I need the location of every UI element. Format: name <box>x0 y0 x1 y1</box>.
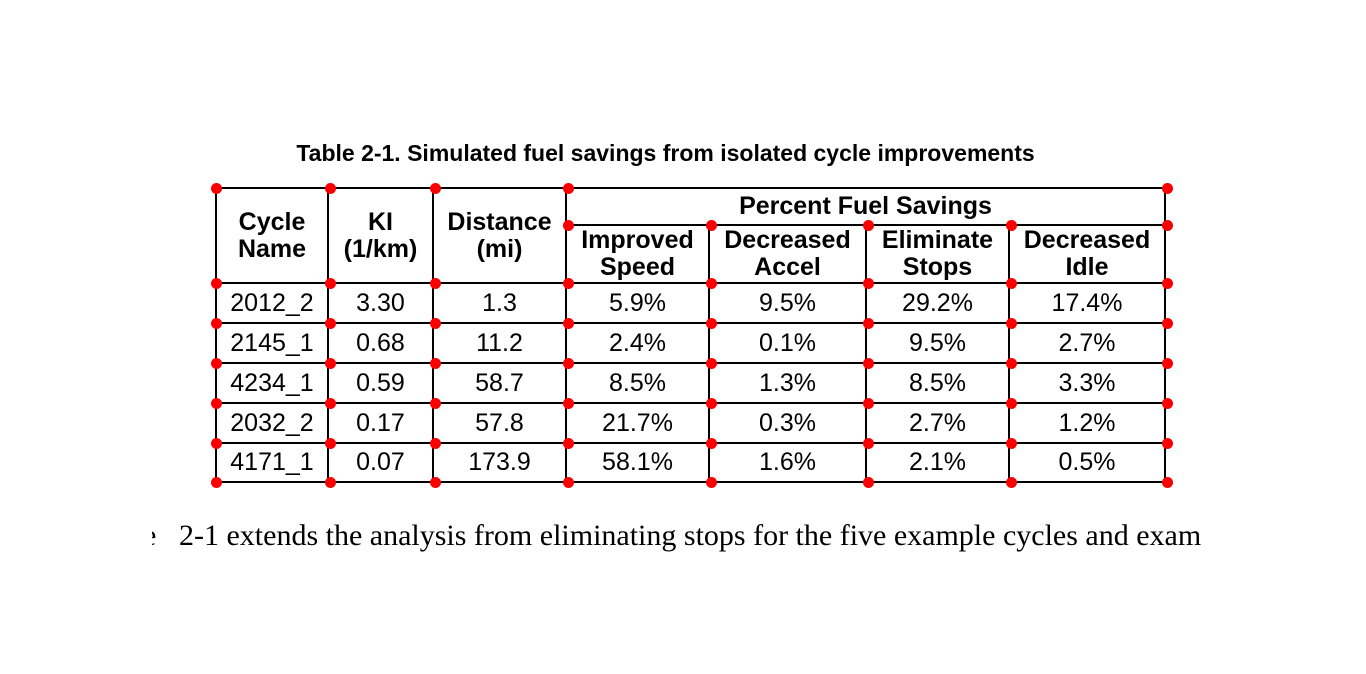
cell-improved-speed: 58.1% <box>565 442 710 483</box>
table-row: 2032_2 0.17 57.8 21.7% 0.3% 2.7% 1.2% <box>215 402 1166 444</box>
cell-distance: 173.9 <box>432 442 567 483</box>
cell-ki: 0.07 <box>327 442 434 483</box>
cell-decreased-accel: 0.3% <box>708 402 867 444</box>
cell-eliminate-stops: 29.2% <box>865 282 1010 324</box>
cell-decreased-idle: 0.5% <box>1008 442 1166 483</box>
cell-improved-speed: 5.9% <box>565 282 710 324</box>
cell-decreased-idle: 1.2% <box>1008 402 1166 444</box>
cell-cycle-name: 4171_1 <box>215 442 329 483</box>
cell-distance: 1.3 <box>432 282 567 324</box>
cell-decreased-idle: 2.7% <box>1008 322 1166 364</box>
cell-improved-speed: 21.7% <box>565 402 710 444</box>
cell-improved-speed: 8.5% <box>565 362 710 404</box>
col-header-decreased-accel: Decreased Accel <box>708 224 867 284</box>
cell-ki: 3.30 <box>327 282 434 324</box>
table-row: 4234_1 0.59 58.7 8.5% 1.3% 8.5% 3.3% <box>215 362 1166 404</box>
col-header-improved-speed: Improved Speed <box>565 224 710 284</box>
table-caption: Table 2-1. Simulated fuel savings from i… <box>296 140 1035 166</box>
cell-cycle-name: 2032_2 <box>215 402 329 444</box>
col-header-ki: KI (1/km) <box>327 187 434 284</box>
cell-eliminate-stops: 2.7% <box>865 402 1010 444</box>
cell-eliminate-stops: 2.1% <box>865 442 1010 483</box>
col-header-cycle-name: Cycle Name <box>215 187 329 284</box>
cell-distance: 58.7 <box>432 362 567 404</box>
table-row: 2012_2 3.30 1.3 5.9% 9.5% 29.2% 17.4% <box>215 282 1166 324</box>
cell-distance: 57.8 <box>432 402 567 444</box>
col-header-eliminate-stops: Eliminate Stops <box>865 224 1010 284</box>
cell-decreased-accel: 1.3% <box>708 362 867 404</box>
cell-cycle-name: 2145_1 <box>215 322 329 364</box>
cell-improved-speed: 2.4% <box>565 322 710 364</box>
cell-decreased-idle: 3.3% <box>1008 362 1166 404</box>
cell-decreased-accel: 0.1% <box>708 322 867 364</box>
table-row: 2145_1 0.68 11.2 2.4% 0.1% 9.5% 2.7% <box>215 322 1166 364</box>
cell-distance: 11.2 <box>432 322 567 364</box>
body-text: 2-1 extends the analysis from eliminatin… <box>179 519 1202 552</box>
header-row-sub: Improved Speed Decreased Accel Eliminate… <box>216 224 1166 284</box>
col-header-distance: Distance (mi) <box>432 187 567 284</box>
cell-cycle-name: 4234_1 <box>215 362 329 404</box>
col-header-percent-fuel-savings: Percent Fuel Savings <box>565 187 1166 226</box>
clipped-character: e <box>152 517 158 555</box>
table-row: 4171_1 0.07 173.9 58.1% 1.6% 2.1% 0.5% <box>215 442 1166 483</box>
fuel-savings-table: Cycle Name KI (1/km) Distance (mi) Perce… <box>215 187 1166 483</box>
body-text-line: e 2-1 extends the analysis from eliminati… <box>152 517 1201 555</box>
header-row-group: Cycle Name KI (1/km) Distance (mi) Perce… <box>215 187 1166 284</box>
cell-decreased-accel: 9.5% <box>708 282 867 324</box>
cell-cycle-name: 2012_2 <box>215 282 329 324</box>
cell-ki: 0.68 <box>327 322 434 364</box>
cell-decreased-accel: 1.6% <box>708 442 867 483</box>
col-header-decreased-idle: Decreased Idle <box>1008 224 1166 284</box>
cell-eliminate-stops: 8.5% <box>865 362 1010 404</box>
cell-decreased-idle: 17.4% <box>1008 282 1166 324</box>
cell-ki: 0.17 <box>327 402 434 444</box>
cell-ki: 0.59 <box>327 362 434 404</box>
cell-eliminate-stops: 9.5% <box>865 322 1010 364</box>
